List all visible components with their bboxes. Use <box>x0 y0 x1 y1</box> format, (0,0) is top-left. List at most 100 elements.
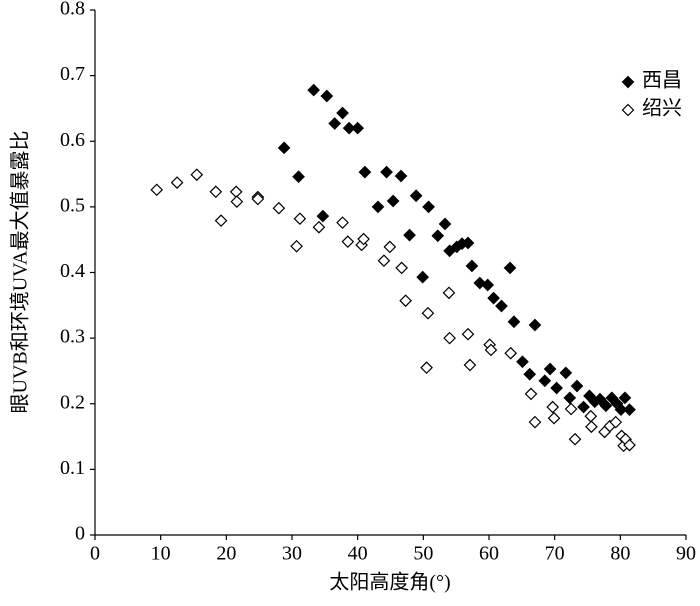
point <box>190 168 204 182</box>
point <box>559 366 573 380</box>
point <box>371 200 385 214</box>
point <box>623 438 636 452</box>
point <box>516 355 529 369</box>
point <box>209 185 223 199</box>
point <box>538 374 552 388</box>
y-tick-label: 0.5 <box>60 194 85 216</box>
point <box>290 239 303 253</box>
point <box>251 192 265 206</box>
point <box>312 220 326 234</box>
point <box>358 165 372 179</box>
point <box>461 236 475 250</box>
point <box>357 232 370 246</box>
y-tick-label: 0.4 <box>60 260 85 282</box>
y-tick-label: 0.8 <box>60 0 85 20</box>
point <box>547 411 561 425</box>
point <box>342 121 356 135</box>
point <box>523 367 537 381</box>
point <box>481 278 495 292</box>
y-tick-label: 0.2 <box>60 391 85 413</box>
x-tick-label: 60 <box>479 543 499 565</box>
point <box>272 201 286 215</box>
point <box>307 83 321 97</box>
point <box>564 402 578 416</box>
point <box>316 209 330 223</box>
point <box>214 214 228 228</box>
point <box>293 212 307 226</box>
point <box>230 195 244 208</box>
point <box>229 185 243 199</box>
point <box>399 294 412 308</box>
point <box>577 400 590 414</box>
legend-label: 绍兴 <box>642 97 682 120</box>
point <box>618 391 632 405</box>
point <box>438 217 452 231</box>
point <box>504 346 518 360</box>
point <box>377 254 391 268</box>
y-tick-label: 0.3 <box>60 326 85 348</box>
point <box>395 261 409 275</box>
legend-marker <box>621 75 635 89</box>
x-axis-label: 太阳高度角(°) <box>329 571 450 594</box>
x-tick-label: 10 <box>151 543 171 565</box>
point <box>473 276 487 290</box>
point <box>503 261 517 275</box>
point <box>528 415 542 429</box>
point <box>336 106 349 120</box>
point <box>593 392 607 406</box>
point <box>550 381 563 395</box>
x-tick-label: 30 <box>282 543 302 565</box>
point <box>416 270 430 284</box>
y-tick-label: 0.7 <box>60 63 85 85</box>
point <box>609 415 623 429</box>
y-tick-label: 0.1 <box>60 457 85 479</box>
point <box>507 315 521 329</box>
point <box>614 403 628 417</box>
point <box>170 176 184 189</box>
x-tick-label: 80 <box>610 543 630 565</box>
x-tick-label: 90 <box>676 543 696 565</box>
point <box>568 432 582 446</box>
point <box>495 299 508 313</box>
point <box>328 117 342 130</box>
legend-label: 西昌 <box>642 70 682 92</box>
legend-marker <box>621 103 635 117</box>
point <box>465 259 479 273</box>
point <box>420 361 433 375</box>
point <box>543 362 557 376</box>
point <box>336 216 349 229</box>
x-tick-label: 0 <box>90 543 100 565</box>
point <box>422 200 435 214</box>
point <box>277 141 291 155</box>
point <box>461 327 475 341</box>
point <box>150 183 164 197</box>
point <box>570 379 584 393</box>
y-tick-label: 0.6 <box>60 129 85 151</box>
point <box>394 169 408 183</box>
point <box>623 403 636 417</box>
point <box>528 318 542 332</box>
point <box>320 89 334 103</box>
point <box>563 391 577 405</box>
point <box>584 409 598 423</box>
point <box>380 165 393 179</box>
point <box>292 170 305 184</box>
x-tick-label: 20 <box>216 543 236 565</box>
y-axis-label: 眼UVB和环境UVA最大值暴露比 <box>9 131 32 414</box>
point <box>463 358 477 372</box>
point <box>487 291 500 305</box>
point <box>443 331 456 345</box>
point <box>546 400 560 414</box>
point <box>403 228 416 242</box>
point <box>442 286 456 300</box>
y-tick-label: 0 <box>75 523 85 545</box>
point <box>341 235 355 249</box>
x-tick-label: 40 <box>348 543 368 565</box>
x-tick-label: 70 <box>545 543 565 565</box>
point <box>484 343 498 357</box>
point <box>431 229 445 243</box>
point <box>383 240 397 254</box>
point <box>351 121 365 135</box>
